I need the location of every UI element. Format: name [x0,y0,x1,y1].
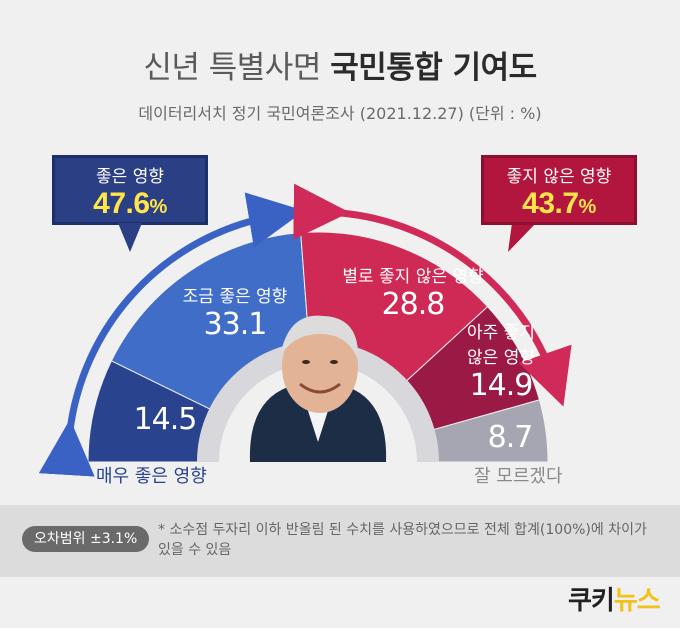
portrait-hair [280,315,359,360]
segment-3-value: 28.8 [381,287,446,322]
good-group-arrow [38,192,305,477]
segment-3-label: 별로 좋지 않은 영향 [342,267,484,287]
portrait-eye-right [330,360,338,364]
segment-1-label: 매우 좋은 영향 [96,466,207,487]
segment-4-label-group: 아주 좋지 않은 영향 14.9 [446,318,556,403]
segment-4-value: 14.9 [469,368,534,403]
footnote: * 소수점 두자리 이하 반올림 된 수치를 사용하였으므로 전체 합계(100… [158,522,647,558]
segment-2-label: 조금 좋은 영향 [182,287,288,307]
bad-callout-label: 좋지 않은 영향 [506,167,612,187]
segment-5-value-group: 8.7 [470,420,550,455]
error-margin-badge: 오차범위 ±3.1% [22,526,150,552]
portrait-photo [249,315,387,462]
brand-logo: 쿠키뉴스 [568,586,661,616]
portrait-smile [299,382,341,394]
title-light: 신년 특별사면 [143,50,321,86]
segment-4-label-1: 아주 좋지 [467,323,535,343]
segment-3-label-group: 별로 좋지 않은 영향 28.8 [318,262,508,322]
segment-5-label: 잘 모르겠다 [474,466,563,487]
bad-group-arrow [293,183,572,407]
bad-callout: 좋지 않은 영향 43.7% [481,155,637,225]
portrait-face [282,321,358,413]
title-bold: 국민통합 기여도 [330,50,537,86]
good-callout-label: 좋은 영향 [96,167,164,187]
group-arrows [38,183,572,477]
segment-4-label-2: 않은 영향 [467,348,535,368]
bad-callout-value: 43.7% [522,187,596,220]
segment-2-value: 33.1 [203,307,268,342]
segment-1-value: 14.5 [133,402,198,437]
segment-1-value-group: 14.5 [120,402,210,437]
portrait-eye-left [302,360,310,364]
page-title: 신년 특별사면 국민통합 기여도 [0,42,680,87]
segment-5-value: 8.7 [487,420,534,455]
subtitle: 데이터리서치 정기 국민여론조사 (2021.12.27) (단위 : %) [138,104,542,123]
segment-2-label-group: 조금 좋은 영향 33.1 [160,282,310,342]
good-callout: 좋은 영향 47.6% [52,155,208,225]
good-callout-value: 47.6% [93,187,167,220]
